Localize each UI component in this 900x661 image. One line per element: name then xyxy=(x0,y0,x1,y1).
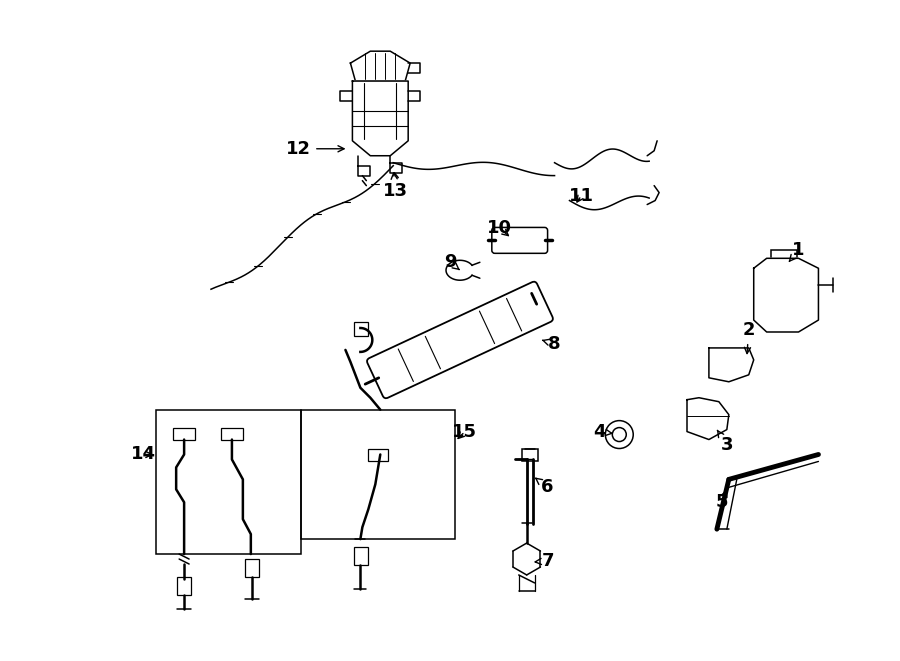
Polygon shape xyxy=(709,348,753,382)
Bar xyxy=(765,268,803,306)
Bar xyxy=(522,449,537,461)
Bar xyxy=(355,322,368,336)
Bar xyxy=(157,410,301,554)
Polygon shape xyxy=(350,51,410,81)
Text: 1: 1 xyxy=(789,241,805,262)
Bar xyxy=(221,428,243,440)
Bar xyxy=(368,449,388,461)
Text: 8: 8 xyxy=(543,335,561,353)
Bar xyxy=(177,577,191,595)
Text: 10: 10 xyxy=(487,219,512,237)
Text: 7: 7 xyxy=(535,552,554,570)
Polygon shape xyxy=(353,81,409,156)
Bar xyxy=(245,559,259,577)
Text: 9: 9 xyxy=(444,253,459,271)
Text: 12: 12 xyxy=(286,139,344,158)
Bar xyxy=(173,428,195,440)
Text: 15: 15 xyxy=(453,422,477,441)
Text: 2: 2 xyxy=(742,321,755,354)
Text: 3: 3 xyxy=(717,430,734,453)
Polygon shape xyxy=(753,258,818,332)
Bar xyxy=(355,547,368,565)
Text: 5: 5 xyxy=(716,490,728,511)
Text: 14: 14 xyxy=(130,446,156,463)
Text: 11: 11 xyxy=(569,186,594,204)
Bar xyxy=(301,410,455,539)
Text: 4: 4 xyxy=(593,422,612,441)
Text: 13: 13 xyxy=(382,173,408,200)
Bar xyxy=(770,251,796,264)
Polygon shape xyxy=(687,398,729,440)
Text: 6: 6 xyxy=(536,479,554,496)
